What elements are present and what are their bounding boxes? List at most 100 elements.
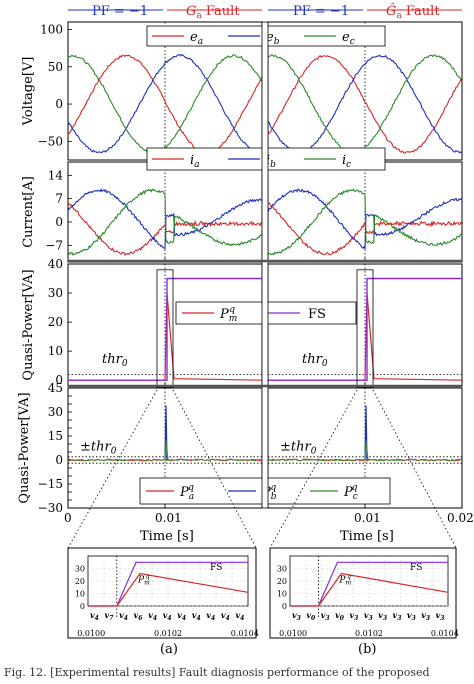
legend-entry: ia [190, 153, 200, 170]
e-a-series [67, 54, 263, 155]
inset-x-tick: 0.0100 [77, 629, 105, 638]
inset-outer [67, 547, 257, 639]
y-tick-label: 15 [48, 429, 63, 443]
y-tick-label: 0 [55, 453, 63, 467]
legend-entry: FS [308, 307, 326, 322]
p-c-baseline [67, 458, 263, 462]
inset-vector-label: v6 [134, 610, 144, 622]
pf-label-right: PF = −1 [293, 4, 349, 19]
inset-p-m-series [290, 572, 449, 607]
inset-vector-label: v3 [321, 610, 330, 622]
inset-vector-label: v4 [90, 610, 99, 622]
zoom-guide [67, 389, 158, 549]
x-axis-label-right: Time [s] [340, 529, 394, 544]
y-tick-label: −50 [38, 134, 63, 148]
i-a-series [267, 202, 463, 256]
top-labels: PF = −1 Ga Fault PF = −1 Ĝa Fault [68, 2, 462, 21]
inset-y-tick: 30 [277, 565, 287, 574]
y-tick-label: 40 [48, 257, 63, 271]
inset-vector-label: v3 [349, 610, 358, 622]
y-axis-label: Quasi-Power[VA] [17, 392, 32, 503]
e-b-series [67, 54, 263, 154]
inset-vector-label: v4 [119, 610, 128, 622]
fs-series [68, 277, 262, 381]
y-axis-label: Quasi-Power[VA] [21, 269, 36, 380]
y-tick-label: 0 [55, 97, 63, 111]
y-axis-label: Voltage[V] [21, 57, 36, 127]
legend-entry: Pcq [343, 483, 358, 502]
inset-vector-label: v4 [235, 610, 244, 622]
zoom-guide [269, 389, 358, 549]
inset-outer [269, 547, 457, 639]
threshold-label: thr0 [302, 352, 328, 369]
fs-series [268, 277, 462, 381]
inset-vector-label: v3 [436, 610, 445, 622]
p-c-series [364, 440, 369, 461]
fault-label-right: Ĝa Fault [386, 2, 440, 21]
inset-vector-label: v4 [221, 610, 230, 622]
p-c-series [164, 440, 169, 461]
inset-y-tick: 10 [277, 590, 287, 599]
inset-y-tick: 20 [277, 577, 287, 586]
y-tick-label: 14 [48, 168, 64, 182]
inset-vector-label: v3 [407, 610, 416, 622]
insets: 0 10 20 30 FS Pmq v4 v7 v4 v6 v4 v4 v4 v4 v4 v4 v4 0.0100… [67, 547, 459, 639]
y-tick-label: 0 [55, 373, 63, 387]
inset-y-tick: 20 [75, 577, 85, 586]
y-tick-label: 30 [48, 286, 63, 300]
x-tick-001-left: 0.01 [155, 511, 182, 525]
y-tick-label: 45 [48, 381, 63, 395]
x-tick-002: 0.02 [447, 511, 474, 525]
y-tick-label: 50 [48, 60, 63, 74]
i-c-series [267, 188, 463, 256]
figure-caption: Fig. 12. [Experimental results] Fault di… [4, 666, 430, 679]
threshold-label: ±thr0 [280, 439, 317, 456]
inset-vector-label: v7 [105, 610, 115, 622]
fault-label-left: Ga Fault [186, 4, 240, 21]
inset-x-tick: 0.0104 [431, 629, 459, 638]
y-tick-label: 7 [55, 192, 63, 206]
inset-x-tick: 0.0102 [355, 629, 383, 638]
inset-fs-label: FS [210, 563, 222, 573]
i-c-series [67, 188, 263, 256]
pf-label-left: PF = −1 [92, 4, 148, 19]
threshold-label: ±thr0 [80, 439, 117, 456]
y-tick-label: 30 [48, 405, 63, 419]
legend-entry: ic [342, 153, 351, 170]
inset-y-tick: 0 [80, 602, 85, 611]
i-b-series [67, 188, 263, 250]
y-tick-label: −7 [45, 238, 63, 252]
y-tick-label: 100 [40, 22, 63, 36]
inset-vector-label: v3 [364, 610, 373, 622]
inset-vector-label: v0 [335, 610, 345, 622]
panel-quasi-power-m: 0 10 20 30 40 Quasi-Power[VA] thr0 thr0 Pmq FS [21, 257, 463, 388]
y-tick-label: −30 [38, 501, 63, 515]
legend-entry: ib [266, 153, 276, 170]
inset-pm-label: Pmq [338, 573, 351, 586]
half-separator [261, 21, 269, 509]
y-axis-label: Current[A] [21, 176, 36, 248]
inset-x-tick: 0.0100 [279, 629, 307, 638]
y-tick-label: 20 [48, 315, 63, 329]
inset-vector-label: v4 [148, 610, 157, 622]
inset-vector-label: v3 [292, 610, 301, 622]
x-axis-label-left: Time [s] [140, 529, 194, 544]
e-c-series [267, 54, 463, 154]
i-a-series [67, 201, 263, 257]
inset-y-tick: 0 [282, 602, 287, 611]
inset-fs-label: FS [410, 563, 422, 573]
subcaption-b: (b) [358, 642, 376, 657]
inset-vector-label: v4 [206, 610, 215, 622]
y-tick-label: −15 [38, 477, 63, 491]
panel-current: −7 0 7 14 Current[A] ia ib ic [21, 147, 463, 263]
inset-vector-label: v4 [192, 610, 201, 622]
e-a-series [267, 54, 463, 154]
x-tick-001-right: 0.01 [354, 511, 381, 525]
inset-b: 0 10 20 30 FS Pmq v3 v0 v3 v0 v3 v3 v3 v3 v3 v3 v3 0.0100… [269, 547, 459, 639]
inset-vector-label: v0 [306, 610, 316, 622]
threshold-label: thr0 [102, 352, 128, 369]
inset-vector-label: v3 [378, 610, 387, 622]
